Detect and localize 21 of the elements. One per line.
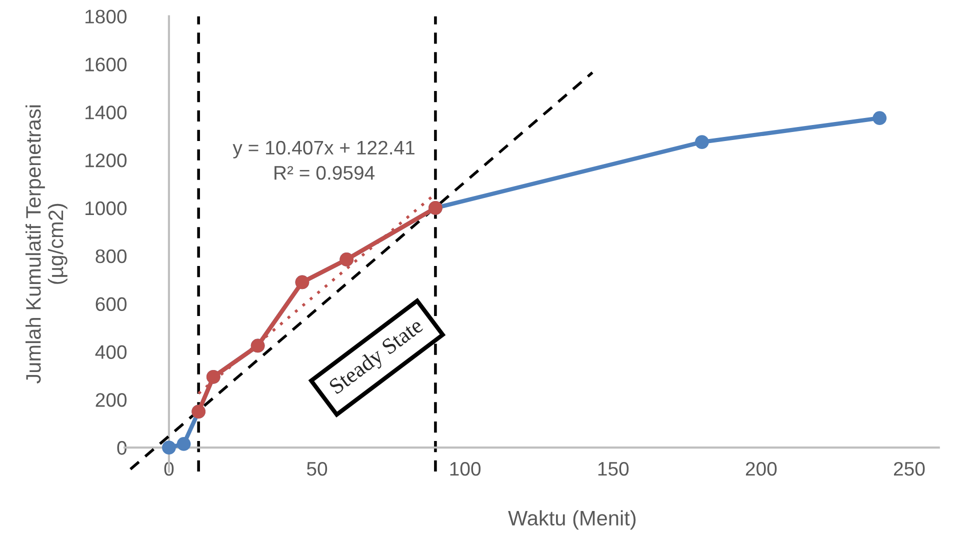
y-tick-label: 1600 [86,58,127,72]
annotation: y = 10.407x + 122.41 R² = 0.9594 [232,140,414,180]
x-tick-label: 150 [598,462,629,476]
y-tick-label: 1400 [86,106,127,120]
y-tick-label: 1000 [86,201,127,216]
x-tick-label: 50 [306,462,328,476]
point [162,440,176,455]
x-axis-title: Waktu (Menit) [508,510,636,530]
x-tick-label: 200 [746,462,777,476]
point [872,111,887,126]
x-tick-label: 100 [450,462,481,476]
point [695,135,709,150]
y-tick-label: 1800 [86,10,127,24]
y-tick-label: 1200 [86,154,127,168]
y-tick-label: 400 [95,345,127,359]
y-tick-label: 600 [96,297,127,312]
point [176,437,191,451]
y-tick-label: 200 [96,393,127,407]
x-tick-label: 250 [894,462,925,476]
y-tick-label: 800 [96,249,127,264]
y-axis-title: Jumlah Kumulatif Terpenetrasi (µg/cm2) [26,105,68,384]
